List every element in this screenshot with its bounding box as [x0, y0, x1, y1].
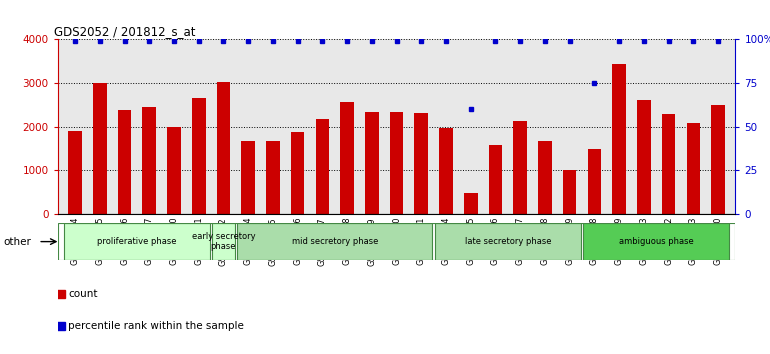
Bar [439, 128, 453, 214]
Text: late secretory phase: late secretory phase [464, 237, 551, 246]
Bar [538, 142, 552, 214]
Text: early secretory
phase: early secretory phase [192, 232, 255, 251]
Bar [93, 83, 106, 214]
Text: GDS2052 / 201812_s_at: GDS2052 / 201812_s_at [55, 25, 196, 38]
Bar [192, 98, 206, 214]
Bar [583, 223, 729, 260]
Bar [118, 110, 132, 214]
Bar [213, 223, 235, 260]
Text: percentile rank within the sample: percentile rank within the sample [68, 321, 244, 331]
Bar [316, 119, 329, 214]
Bar [637, 100, 651, 214]
Bar [435, 223, 581, 260]
Bar [241, 141, 255, 214]
Bar [69, 131, 82, 214]
Text: count: count [68, 289, 98, 299]
Bar [464, 193, 477, 214]
Bar [563, 170, 577, 214]
Bar [489, 145, 502, 214]
Text: mid secretory phase: mid secretory phase [292, 237, 378, 246]
Bar [142, 107, 156, 214]
Bar [64, 223, 210, 260]
Bar [216, 82, 230, 214]
Bar [266, 142, 280, 214]
Bar [588, 149, 601, 214]
Bar [237, 223, 433, 260]
Bar [711, 105, 725, 214]
Text: proliferative phase: proliferative phase [97, 237, 176, 246]
Text: other: other [3, 236, 31, 247]
Bar [340, 102, 354, 214]
Bar [514, 121, 527, 214]
Bar [687, 122, 700, 214]
Bar [612, 64, 626, 214]
Bar [365, 112, 379, 214]
Bar [414, 113, 428, 214]
Bar [291, 132, 304, 214]
Bar [167, 127, 181, 214]
Bar [661, 114, 675, 214]
Bar [390, 112, 403, 214]
Text: ambiguous phase: ambiguous phase [619, 237, 694, 246]
